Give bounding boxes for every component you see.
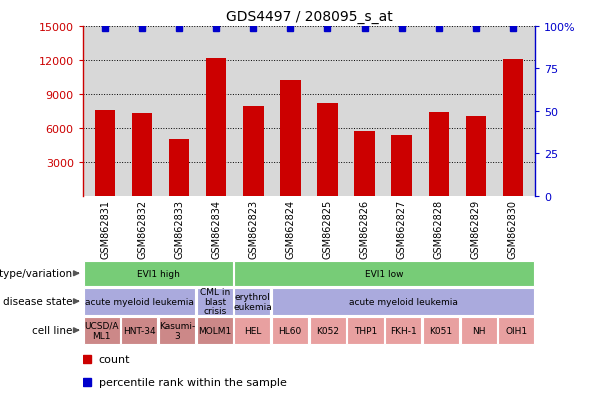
Text: GSM862831: GSM862831 <box>100 199 110 258</box>
Text: GSM862823: GSM862823 <box>248 199 258 259</box>
Text: HL60: HL60 <box>278 326 302 335</box>
Bar <box>272 317 308 344</box>
Bar <box>466 117 486 196</box>
Bar <box>272 288 535 315</box>
Text: genotype/variation: genotype/variation <box>0 268 73 279</box>
Bar <box>83 288 195 315</box>
Text: disease state: disease state <box>3 297 73 306</box>
Text: EVI1 low: EVI1 low <box>365 269 403 278</box>
Bar <box>348 317 384 344</box>
Bar <box>83 317 120 344</box>
Text: erythrol
eukemia: erythrol eukemia <box>233 292 272 311</box>
Bar <box>503 59 523 196</box>
Text: GSM862828: GSM862828 <box>434 199 444 259</box>
Text: GSM862834: GSM862834 <box>211 199 221 258</box>
Text: GSM862830: GSM862830 <box>508 199 518 258</box>
Bar <box>392 135 412 196</box>
Bar <box>206 59 226 196</box>
Bar <box>132 114 152 196</box>
Bar <box>95 110 115 196</box>
Text: UCSD/A
ML1: UCSD/A ML1 <box>85 321 119 340</box>
Text: GSM862826: GSM862826 <box>360 199 370 259</box>
Text: HEL: HEL <box>244 326 261 335</box>
Bar <box>385 317 421 344</box>
Bar <box>121 317 158 344</box>
Text: acute myeloid leukemia: acute myeloid leukemia <box>85 297 194 306</box>
Text: NH: NH <box>472 326 485 335</box>
Text: cell line: cell line <box>32 325 73 335</box>
Bar <box>234 261 535 286</box>
Text: GSM862825: GSM862825 <box>322 199 332 259</box>
Bar <box>197 317 233 344</box>
Text: FKH-1: FKH-1 <box>390 326 417 335</box>
Text: Kasumi-
3: Kasumi- 3 <box>159 321 195 340</box>
Bar <box>234 317 270 344</box>
Text: THP1: THP1 <box>354 326 377 335</box>
Text: GSM862827: GSM862827 <box>397 199 406 259</box>
Bar <box>428 113 449 196</box>
Text: K052: K052 <box>316 326 340 335</box>
Bar <box>354 132 375 196</box>
Bar <box>197 288 233 315</box>
Text: acute myeloid leukemia: acute myeloid leukemia <box>349 297 458 306</box>
Text: CML in
blast
crisis: CML in blast crisis <box>200 287 230 316</box>
Text: GSM862824: GSM862824 <box>286 199 295 259</box>
Title: GDS4497 / 208095_s_at: GDS4497 / 208095_s_at <box>226 10 392 24</box>
Bar <box>423 317 459 344</box>
Text: GSM862832: GSM862832 <box>137 199 147 259</box>
Bar <box>280 81 300 196</box>
Text: MOLM1: MOLM1 <box>198 326 231 335</box>
Bar <box>243 107 264 196</box>
Text: EVI1 high: EVI1 high <box>137 269 180 278</box>
Text: GSM862833: GSM862833 <box>174 199 184 258</box>
Text: HNT-34: HNT-34 <box>123 326 156 335</box>
Bar <box>460 317 497 344</box>
Bar <box>234 288 270 315</box>
Text: percentile rank within the sample: percentile rank within the sample <box>99 377 286 387</box>
Bar <box>318 104 338 196</box>
Text: K051: K051 <box>429 326 452 335</box>
Text: GSM862829: GSM862829 <box>471 199 481 259</box>
Text: count: count <box>99 354 130 364</box>
Bar <box>83 261 233 286</box>
Bar <box>498 317 535 344</box>
Text: OIH1: OIH1 <box>505 326 527 335</box>
Bar <box>159 317 195 344</box>
Bar <box>169 140 189 196</box>
Bar <box>310 317 346 344</box>
